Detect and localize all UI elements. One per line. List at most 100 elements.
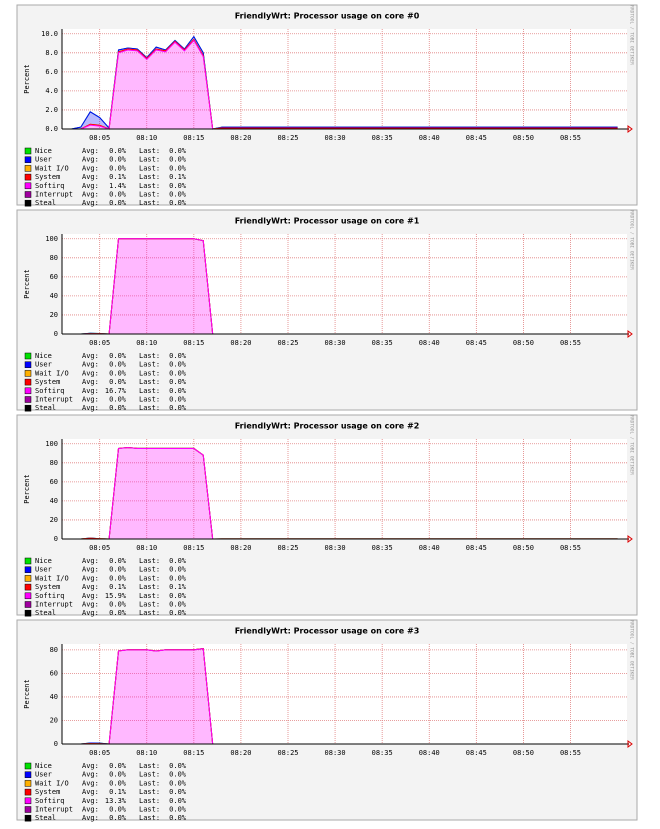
y-tick-label: 20 (50, 311, 58, 319)
legend-last: 0.0% (169, 762, 187, 770)
legend-swatch (24, 575, 32, 582)
x-tick-label: 08:55 (560, 544, 581, 552)
legend-last: 0.0% (169, 378, 187, 386)
x-tick-label: 08:30 (325, 134, 346, 142)
y-axis-label: Percent (23, 269, 31, 299)
legend-label: Wait I/O (35, 369, 69, 377)
legend-last-label: Last: (139, 199, 160, 207)
watermark: RRDTOOL / TOBI OETIKER (629, 5, 635, 65)
legend-swatch (24, 806, 32, 813)
legend-swatch (24, 191, 32, 198)
y-tick-label: 100 (45, 235, 58, 243)
x-tick-label: 08:25 (277, 749, 298, 757)
legend-avg-label: Avg: (82, 601, 99, 609)
legend-swatch (24, 797, 32, 805)
legend-last: 0.0% (169, 566, 187, 574)
legend-label: Steal (35, 404, 56, 412)
legend-avg-label: Avg: (82, 378, 99, 386)
legend-swatch (24, 601, 32, 608)
legend-last-label: Last: (139, 797, 160, 805)
legend-avg: 0.1% (109, 583, 127, 591)
chart-title: FriendlyWrt: Processor usage on core #0 (235, 12, 420, 21)
area-fill (71, 238, 618, 334)
x-tick-label: 08:15 (183, 339, 204, 347)
legend-last: 0.0% (169, 199, 187, 207)
x-tick-label: 08:45 (466, 749, 487, 757)
axis-arrow (627, 125, 633, 133)
x-tick-label: 08:05 (89, 339, 110, 347)
legend-last: 0.0% (169, 592, 187, 600)
y-tick-label: 60 (50, 273, 58, 281)
legend-avg: 0.0% (109, 404, 127, 412)
legend-avg: 0.0% (109, 601, 127, 609)
legend-last-label: Last: (139, 164, 160, 172)
legend-swatch (24, 182, 32, 190)
legend-swatch (24, 566, 32, 573)
legend-avg: 0.0% (109, 147, 127, 155)
x-tick-label: 08:15 (183, 544, 204, 552)
legend-avg-label: Avg: (82, 404, 99, 412)
legend-last: 0.0% (169, 361, 187, 369)
x-tick-label: 08:25 (277, 544, 298, 552)
legend-label: Wait I/O (35, 164, 69, 172)
legend-last: 0.0% (169, 557, 187, 565)
legend-swatch (24, 165, 32, 172)
legend-avg: 0.1% (109, 788, 127, 796)
legend-swatch (24, 387, 32, 395)
legend-last-label: Last: (139, 191, 160, 199)
y-tick-label: 80 (50, 459, 58, 467)
legend-last: 0.0% (169, 147, 187, 155)
y-tick-label: 60 (50, 669, 58, 677)
legend-last: 0.0% (169, 369, 187, 377)
legend-avg-label: Avg: (82, 779, 99, 787)
legend-swatch (24, 147, 32, 155)
legend-last-label: Last: (139, 574, 160, 582)
legend-last: 0.0% (169, 609, 187, 617)
x-tick-label: 08:20 (230, 749, 251, 757)
legend-last: 0.0% (169, 771, 187, 779)
legend-label: User (35, 156, 52, 164)
axis-arrow (627, 535, 633, 543)
legend-avg: 0.0% (109, 369, 127, 377)
legend-last: 0.0% (169, 352, 187, 360)
legend-swatch (24, 771, 32, 778)
plot-area (62, 234, 627, 334)
legend-avg-label: Avg: (82, 387, 99, 395)
x-tick-label: 08:55 (560, 749, 581, 757)
legend-avg-label: Avg: (82, 557, 99, 565)
legend-avg-label: Avg: (82, 191, 99, 199)
legend-avg: 0.0% (109, 762, 127, 770)
legend-last: 0.0% (169, 814, 187, 822)
y-tick-label: 0 (54, 740, 58, 748)
x-tick-label: 08:35 (372, 544, 393, 552)
legend-avg: 0.0% (109, 566, 127, 574)
legend-avg: 0.0% (109, 164, 127, 172)
y-tick-label: 20 (50, 716, 58, 724)
chart-title: FriendlyWrt: Processor usage on core #1 (235, 217, 420, 226)
legend-avg-label: Avg: (82, 182, 99, 190)
legend-avg-label: Avg: (82, 771, 99, 779)
legend-avg: 0.0% (109, 199, 127, 207)
legend-avg-label: Avg: (82, 173, 99, 181)
legend-label: Interrupt (35, 396, 73, 404)
legend-swatch (24, 583, 32, 591)
legend-swatch (24, 404, 32, 412)
legend-last: 0.0% (169, 601, 187, 609)
area-fill (71, 40, 618, 129)
legend-avg: 0.0% (109, 352, 127, 360)
x-tick-label: 08:30 (325, 544, 346, 552)
legend-label: Nice (35, 352, 52, 360)
legend-avg-label: Avg: (82, 574, 99, 582)
legend-swatch (24, 814, 32, 822)
legend-label: Nice (35, 762, 52, 770)
legend-avg-label: Avg: (82, 396, 99, 404)
area-fill (71, 648, 618, 744)
y-tick-label: 80 (50, 254, 58, 262)
legend-last-label: Last: (139, 173, 160, 181)
x-tick-label: 08:10 (136, 544, 157, 552)
legend-last-label: Last: (139, 592, 160, 600)
x-tick-label: 08:20 (230, 134, 251, 142)
legend-swatch (24, 396, 32, 403)
x-tick-label: 08:05 (89, 544, 110, 552)
legend-label: Interrupt (35, 191, 73, 199)
